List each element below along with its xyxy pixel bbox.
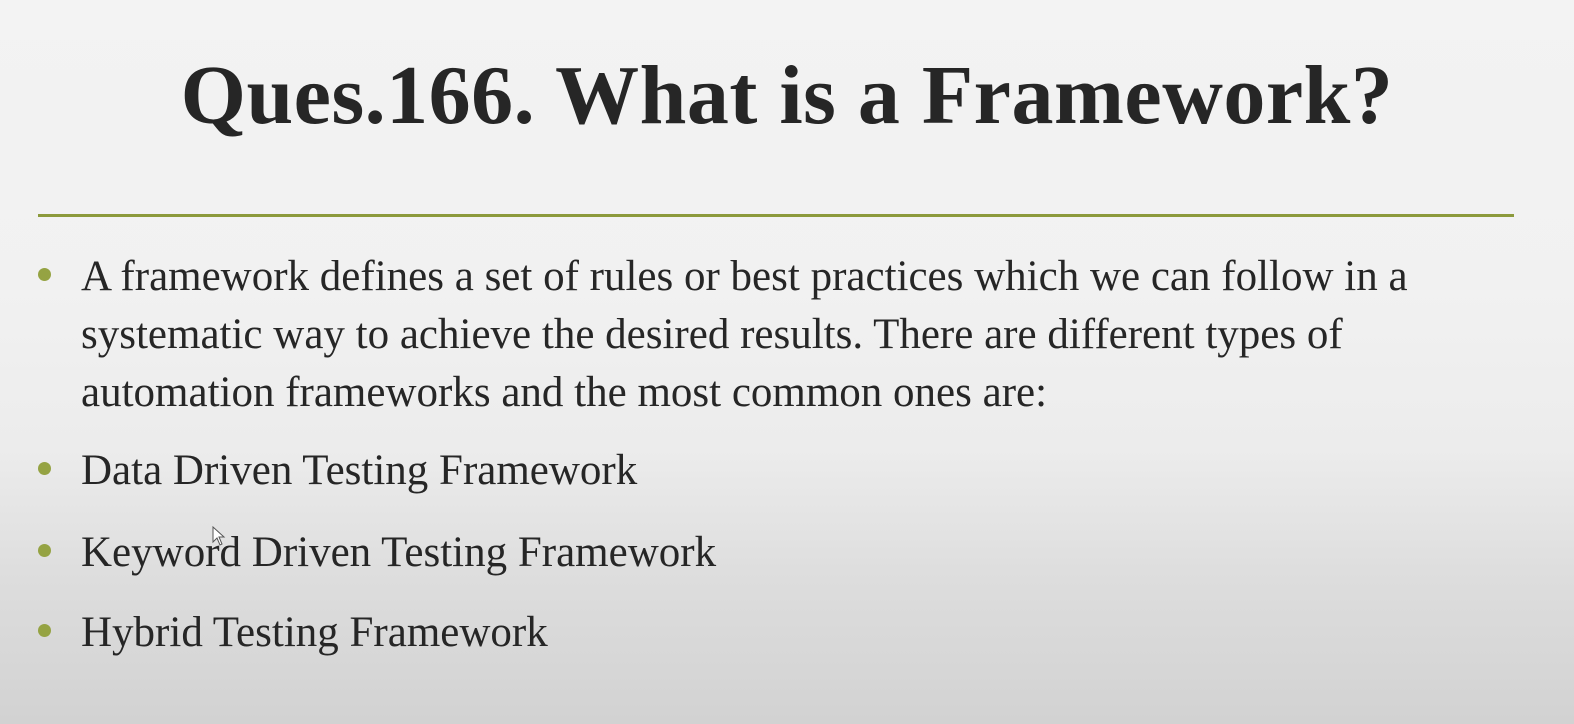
bullet-text-line: automation frameworks and the most commo… <box>81 369 1048 416</box>
slide-title: Ques.166. What is a Framework? <box>180 49 1394 142</box>
bullet-text: A framework defines a set of rules or be… <box>81 248 1408 422</box>
bullet-text: Hybrid Testing Framework <box>81 609 548 656</box>
bullet-text-line: A framework defines a set of rules or be… <box>81 253 1408 300</box>
bullet-dot-icon <box>38 462 51 475</box>
bullet-text: Data Driven Testing Framework <box>81 447 638 494</box>
bullet-text-line: systematic way to achieve the desired re… <box>81 311 1343 358</box>
bullet-text: Keyword Driven Testing Framework <box>81 529 717 576</box>
bullet-dot-icon <box>38 268 51 281</box>
bullet-dot-icon <box>38 544 51 557</box>
title-divider <box>38 214 1514 217</box>
mouse-pointer-icon <box>212 526 226 546</box>
bullet-dot-icon <box>38 624 51 637</box>
